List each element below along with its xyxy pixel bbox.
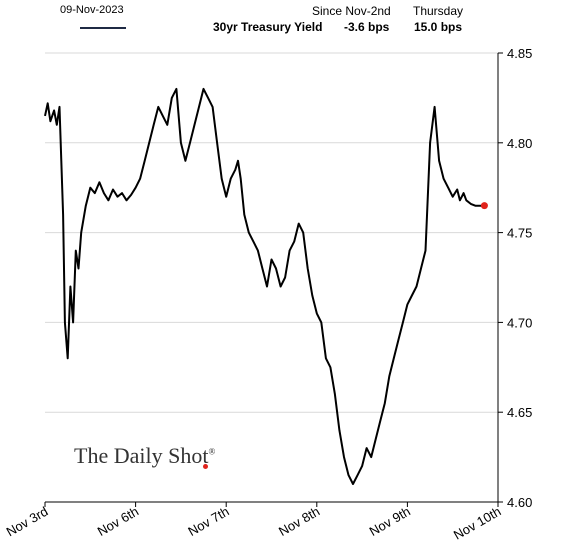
day-value: 15.0 bps bbox=[414, 20, 463, 34]
watermark-logo: The Daily Shot® bbox=[74, 443, 215, 469]
end-point-marker bbox=[480, 202, 488, 210]
y-tick-label: 4.80 bbox=[507, 136, 532, 151]
watermark-mark: ® bbox=[208, 446, 216, 457]
y-tick-label: 4.75 bbox=[507, 226, 532, 241]
series-label: 30yr Treasury Yield bbox=[213, 20, 323, 34]
x-tick-label: Nov 8th bbox=[276, 504, 322, 539]
x-tick-label: Nov 3rd bbox=[4, 504, 51, 540]
legend-line-swatch bbox=[80, 27, 126, 29]
day-label: Thursday bbox=[413, 4, 464, 18]
y-tick-label: 4.70 bbox=[507, 315, 532, 330]
watermark-text: The Daily Shot bbox=[74, 443, 209, 468]
since-value: -3.6 bps bbox=[344, 20, 390, 34]
chart-date: 09-Nov-2023 bbox=[60, 4, 124, 16]
x-tick-label: Nov 6th bbox=[95, 504, 141, 539]
x-tick-label: Nov 9th bbox=[367, 504, 413, 539]
y-tick-label: 4.60 bbox=[507, 495, 532, 510]
y-tick-label: 4.65 bbox=[507, 405, 532, 420]
since-label: Since Nov-2nd bbox=[312, 4, 391, 18]
x-tick-label: Nov 10th bbox=[451, 504, 504, 543]
watermark-dot bbox=[203, 464, 208, 469]
x-tick-label: Nov 7th bbox=[185, 504, 231, 539]
series-line-30yr-treasury-yield bbox=[44, 87, 485, 485]
y-tick-label: 4.85 bbox=[507, 46, 532, 61]
